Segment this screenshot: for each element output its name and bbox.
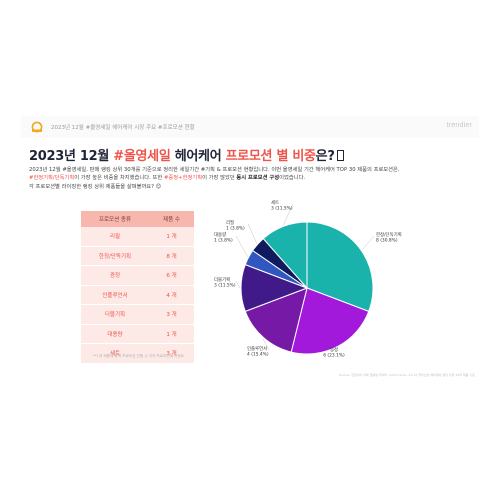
- pie-slice: [244, 287, 308, 353]
- cell-count: 1 개: [166, 331, 177, 338]
- cell-count: 3 개: [166, 351, 177, 358]
- description: 2023년 12월 #올영세일, 판매 랭킹 상위 30개를 기준으로 정리한 …: [29, 166, 474, 191]
- table-row: 한정/단독기획 8 개: [81, 246, 194, 266]
- pie-leader-line: [283, 203, 294, 226]
- table-row: 증정 6 개: [81, 266, 194, 286]
- table-row: 리필 1 개: [81, 227, 194, 247]
- trendier-logo-icon: [31, 121, 43, 133]
- table-row: 세트 3 개: [81, 344, 194, 364]
- pie-leader-line: [361, 235, 375, 251]
- pie-leader-line: [247, 223, 258, 244]
- missing-glyph-icon: [336, 150, 344, 161]
- pie-label-value: 1 (3.8%): [214, 238, 233, 244]
- column-header-type: 프로모션 종류: [98, 217, 132, 223]
- title-highlight-promo: 프로모션 별 비중: [225, 149, 316, 164]
- table-note: **1개 제품에 중복 프로모션 진행 시 각각 프로모션에 카운트: [93, 354, 185, 358]
- cell-type: 대용량: [107, 331, 123, 338]
- cell-type: 한정/단독기획: [98, 253, 132, 260]
- pie-label-value: 3 (11.5%): [271, 206, 293, 212]
- title-highlight-sale: #올영세일: [113, 149, 171, 164]
- pie-label-value: 6 (23.1%): [323, 353, 345, 359]
- pie-leader-line: [262, 338, 270, 351]
- pie-label-value: 1 (3.8%): [226, 226, 245, 232]
- pie-label-name: 대용량: [214, 231, 226, 238]
- pie-label-name: 인플루언서: [247, 345, 267, 352]
- title-suffix: 은?: [315, 149, 335, 164]
- title-prefix: 2023년 12월: [29, 149, 114, 164]
- pie-label-name: 증정: [330, 346, 338, 353]
- pie-label-value: 8 (30.8%): [376, 238, 398, 244]
- pie-slice: [306, 221, 374, 313]
- cell-count: 6 개: [166, 273, 177, 280]
- brand-name: trendier: [446, 122, 472, 129]
- pie-label-value: 3 (11.5%): [214, 283, 236, 289]
- table-row: 대용량 1 개: [81, 324, 194, 344]
- pie-leader-line: [235, 280, 241, 289]
- pie-label-name: 리필: [226, 219, 234, 226]
- description-line-2: #한정기획/단독기획이 가장 높은 비중을 차지했습니다. 또한 #증정+한정기…: [29, 175, 306, 182]
- pie-leader-line: [331, 347, 339, 352]
- cell-count: 1 개: [166, 234, 177, 241]
- cell-type: 세트: [109, 351, 121, 358]
- breadcrumb: 2023년 12월 #올영세일 헤어케어 시장 주요 #프로모션 현황: [51, 125, 195, 131]
- title-middle: 헤어케어: [170, 149, 226, 164]
- description-line-1: 2023년 12월 #올영세일, 판매 랭킹 상위 30개를 기준으로 정리한 …: [29, 167, 400, 173]
- promotion-table: 프로모션 종류 제품 수 리필 1 개 한정/단독기획 8 개 증정 6 개 인…: [81, 211, 194, 364]
- page-title: 2023년 12월 #올영세일 헤어케어 프로모션 별 비중은?: [29, 145, 344, 164]
- pie-label-name: 세트: [271, 199, 279, 206]
- pie-label-value: 4 (15.4%): [247, 352, 269, 358]
- description-line-3: 각 프로모션별 라이징한 랭킹 상위 제품들을 살펴볼까요? 😊: [29, 183, 162, 190]
- report-slide: 2023년 12월 #올영세일 헤어케어 시장 주요 #프로모션 현황 tren…: [21, 116, 479, 380]
- cell-count: 8 개: [166, 253, 177, 260]
- cell-count: 4 개: [166, 292, 177, 299]
- cell-type: 인플루언서: [102, 292, 128, 299]
- table-row: 더블기획 3 개: [81, 305, 194, 325]
- pie-label-name: 더블기획: [214, 276, 230, 283]
- pie-slice: [290, 287, 370, 355]
- pie-label-name: 한정/단독기획: [376, 231, 402, 238]
- source-note: Source: 트렌디어 자체 클롤링 데이터, 2023.12.01~12.0…: [339, 373, 475, 377]
- cell-type: 더블기획: [104, 312, 126, 319]
- column-header-count: 제품 수: [163, 217, 180, 223]
- pie-leader-line: [235, 235, 248, 257]
- table-row: 인플루언서 4 개: [81, 285, 194, 305]
- cell-type: 증정: [109, 273, 121, 280]
- cell-count: 3 개: [166, 312, 177, 319]
- cell-type: 리필: [109, 234, 121, 241]
- header-bar: 2023년 12월 #올영세일 헤어케어 시장 주요 #프로모션 현황 tren…: [21, 116, 479, 138]
- table-header: 프로모션 종류 제품 수: [81, 211, 194, 227]
- pie-slice: [262, 221, 308, 290]
